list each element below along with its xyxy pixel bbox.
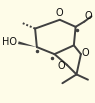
Text: HO: HO bbox=[2, 37, 17, 47]
Text: O: O bbox=[56, 8, 64, 18]
Text: O: O bbox=[82, 48, 89, 58]
Text: O: O bbox=[58, 61, 65, 71]
Text: O: O bbox=[85, 11, 93, 21]
Polygon shape bbox=[18, 41, 37, 47]
